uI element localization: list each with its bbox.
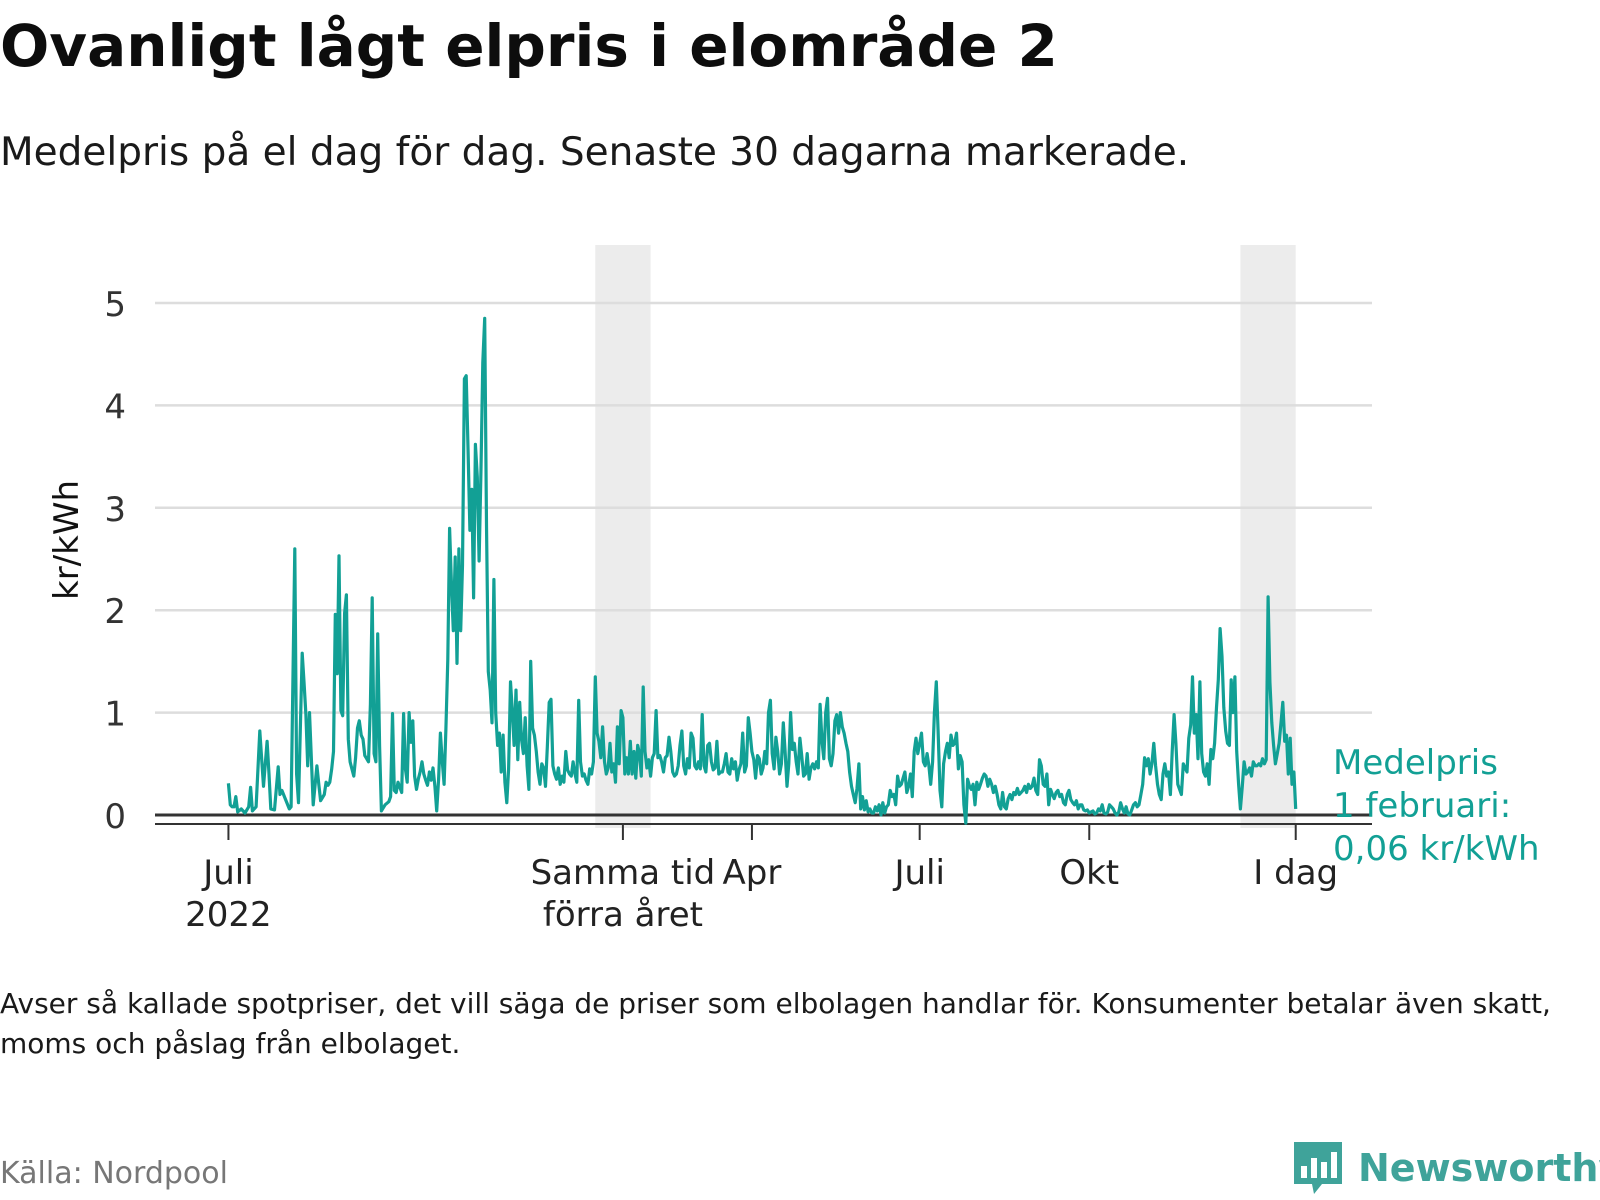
y-axis-label: kr/kWh	[47, 480, 87, 600]
x-tick-label-1-0: Samma tid	[531, 853, 716, 893]
source-label: Källa: Nordpool	[0, 1156, 228, 1191]
annotation-line-2: 0,06 kr/kWh	[1333, 829, 1540, 869]
y-tick-label-2: 2	[104, 592, 126, 632]
x-tick-label-0-0: Juli	[201, 853, 253, 893]
y-tick-label-4: 4	[104, 387, 126, 427]
y-tick-label-1: 1	[104, 695, 126, 735]
footnote: Avser så kallade spotpriser, det vill sä…	[0, 987, 1551, 1060]
newsworthy-logo: Newsworthy	[1292, 1140, 1600, 1196]
y-tick-label-0: 0	[104, 797, 126, 837]
x-tick-label-5-0: I dag	[1253, 853, 1338, 893]
x-tick-label-3-0: Juli	[892, 853, 944, 893]
chart-title: Ovanligt lågt elpris i elområde 2	[0, 12, 1058, 80]
annotation-line-0: Medelpris	[1333, 743, 1498, 783]
x-tick-label-0-1: 2022	[185, 895, 272, 935]
gridlines	[155, 301, 1372, 714]
price-line	[226, 316, 1298, 825]
logo-text: Newsworthy	[1358, 1146, 1600, 1190]
y-tick-label-3: 3	[104, 490, 126, 530]
annotation-line-1: 1 februari:	[1333, 786, 1511, 826]
chart-subtitle: Medelpris på el dag för dag. Senaste 30 …	[0, 130, 1190, 175]
x-tick-label-1-1: förra året	[543, 895, 703, 935]
logo-chart-icon	[1294, 1142, 1342, 1194]
y-tick-labels: 0 1 2 3 4 5	[104, 285, 126, 837]
x-tick-label-4-0: Okt	[1059, 853, 1119, 893]
y-tick-label-5: 5	[104, 285, 126, 325]
x-tick-label-2-0: Apr	[723, 853, 782, 893]
